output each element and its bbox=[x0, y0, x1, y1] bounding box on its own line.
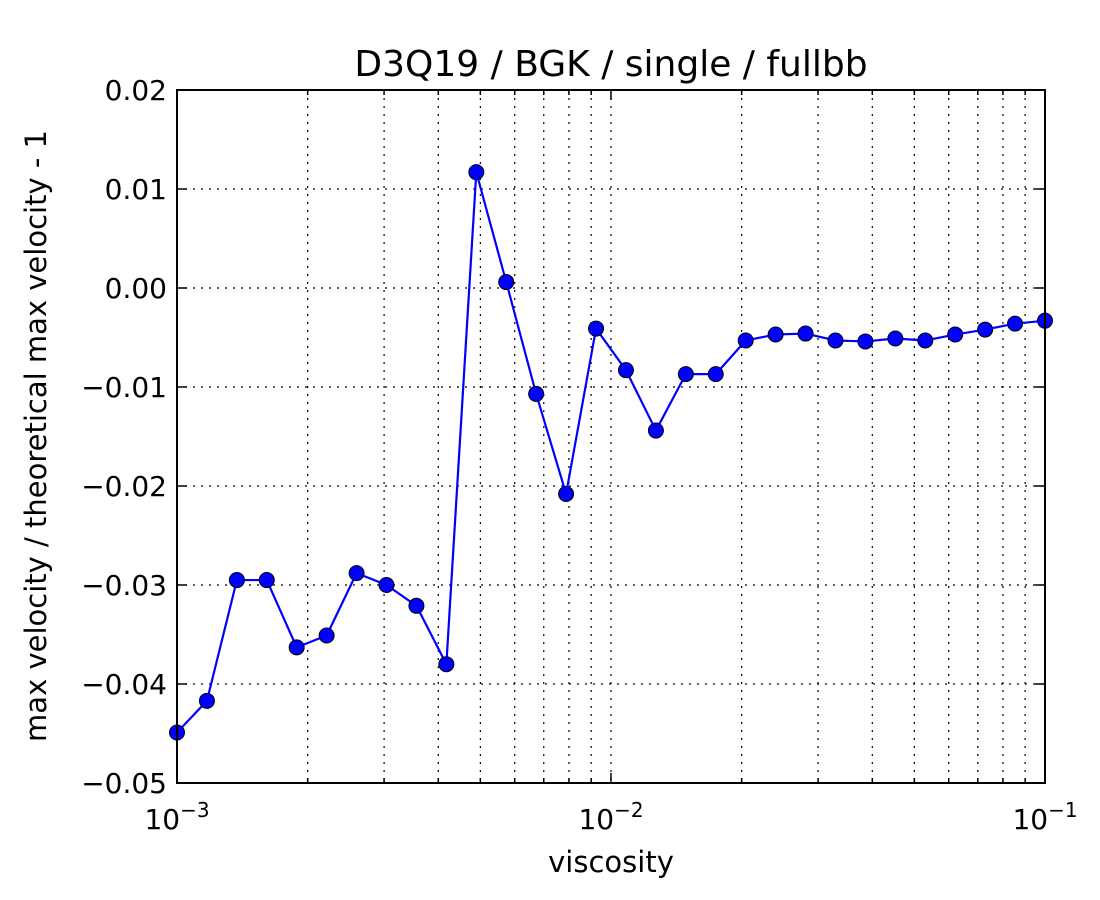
data-point bbox=[318, 627, 335, 644]
y-axis-label: max velocity / theoretical max velocity … bbox=[19, 130, 53, 742]
y-tick-label: 0.02 bbox=[105, 74, 167, 107]
x-tick-label: 10−2 bbox=[578, 798, 643, 836]
data-point bbox=[468, 164, 485, 181]
data-point bbox=[558, 485, 575, 502]
data-point bbox=[198, 692, 215, 709]
plot-frame bbox=[176, 89, 1046, 784]
data-point bbox=[737, 332, 754, 349]
series-line bbox=[176, 171, 1046, 734]
data-point bbox=[498, 274, 515, 291]
y-tick-label: −0.01 bbox=[81, 371, 167, 404]
y-tick-label: −0.02 bbox=[81, 470, 167, 503]
data-point bbox=[378, 577, 395, 593]
y-tick-label: −0.05 bbox=[81, 767, 167, 800]
data-point bbox=[258, 572, 275, 589]
y-tick-label: 0.01 bbox=[105, 173, 167, 206]
x-tick-label: 10−3 bbox=[144, 798, 209, 836]
data-point bbox=[348, 565, 365, 582]
data-point bbox=[887, 330, 904, 347]
tick-labels: 10−3 10−2 10−1 0.02 0.01 0.00 −0.01 −0.02 −0.03 −… bbox=[81, 74, 1077, 836]
data-point bbox=[647, 422, 664, 439]
data-point bbox=[947, 326, 964, 343]
y-tick-label: −0.03 bbox=[81, 569, 167, 602]
data-point bbox=[528, 385, 545, 402]
data-point bbox=[228, 572, 245, 589]
data-series bbox=[169, 164, 1053, 741]
ticks bbox=[176, 89, 1046, 784]
data-point bbox=[438, 656, 455, 673]
data-point bbox=[797, 325, 814, 342]
data-point bbox=[977, 321, 994, 338]
chart-title: D3Q19 / BGK / single / fullbb bbox=[354, 44, 867, 85]
data-point bbox=[767, 326, 784, 343]
grid bbox=[177, 90, 1045, 783]
x-tick-label: 10−1 bbox=[1012, 798, 1077, 836]
data-point bbox=[707, 366, 724, 383]
data-point bbox=[288, 639, 305, 656]
data-point bbox=[1007, 315, 1024, 332]
data-point bbox=[827, 332, 844, 349]
y-tick-label: 0.00 bbox=[105, 272, 167, 305]
data-point bbox=[617, 362, 634, 379]
data-point bbox=[917, 332, 934, 349]
data-point bbox=[588, 320, 605, 337]
x-axis-label: viscosity bbox=[548, 845, 674, 879]
data-point bbox=[408, 597, 425, 614]
data-point bbox=[677, 366, 694, 383]
data-point bbox=[857, 333, 874, 350]
y-tick-label: −0.04 bbox=[81, 668, 167, 701]
